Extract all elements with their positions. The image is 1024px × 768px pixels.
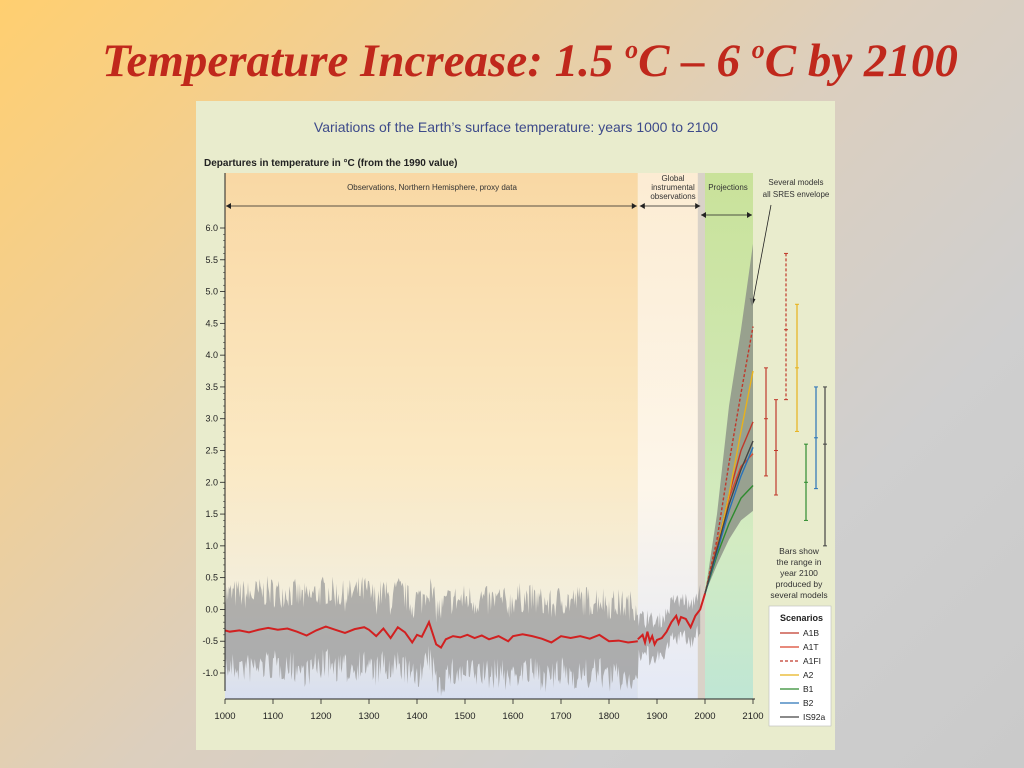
instrumental-period-arrow: [639, 203, 701, 209]
range-bar-b2: [814, 386, 818, 490]
title-text-1: Temperature Increase: 1.5: [102, 35, 626, 87]
y-tick-label: 6.0: [205, 223, 218, 233]
y-tick-label: 2.5: [205, 446, 218, 456]
sres-envelope: [705, 243, 753, 594]
range-bar-a1b: [764, 367, 768, 477]
legend-label-a2: A2: [803, 670, 814, 680]
legend-label-b2: B2: [803, 698, 814, 708]
y-tick-label: 0.0: [205, 604, 218, 614]
range-bar-b1: [804, 443, 808, 521]
x-tick-label: 1800: [598, 711, 619, 722]
proxy-period-arrow-head-right: [631, 203, 637, 209]
y-tick-label: 2.0: [205, 477, 218, 487]
slide-title: Temperature Increase: 1.5 oC – 6 oC by 2…: [0, 34, 1024, 88]
y-tick-label: 1.5: [205, 509, 218, 519]
proxy-smoothed-line: [224, 619, 638, 649]
proxy-period-arrow: [226, 203, 637, 209]
instrumental-line: [637, 593, 706, 648]
period-label-instrumental: Global instrumental observations: [650, 174, 695, 201]
bars-annotation: Bars show the range in year 2100 produced b…: [770, 546, 827, 600]
x-tick-label: 1700: [550, 711, 571, 722]
range-bar-a1t: [774, 399, 778, 496]
y-tick-label: 5.5: [205, 255, 218, 265]
chart-panel: Variations of the Earth’s surface temper…: [196, 101, 835, 750]
envelope-annotation: Several models all SRES envelope: [763, 178, 830, 199]
chart-title: Variations of the Earth’s surface temper…: [314, 119, 718, 135]
x-tick-label: 1900: [646, 711, 667, 722]
x-tick-label: 1200: [310, 711, 331, 722]
y-axis-label: Departures in temperature in °C (from th…: [204, 158, 458, 169]
x-tick-label: 2000: [694, 711, 715, 722]
y-tick-label: 3.5: [205, 382, 218, 392]
y-tick-label: 4.5: [205, 318, 218, 328]
title-text-2: C – 6: [638, 35, 752, 87]
projection-period-arrow-head-left: [701, 212, 706, 218]
envelope-pointer-line: [752, 204, 772, 302]
x-tick-label: 1300: [358, 711, 379, 722]
y-tick-label: -1.0: [202, 668, 218, 678]
period-label-proxy-text: Observations, Northern Hemisphere, proxy…: [347, 183, 517, 192]
legend-label-a1fi: A1FI: [803, 656, 821, 666]
legend-box: [768, 605, 832, 727]
x-tick-label: 1100: [263, 711, 283, 722]
instrumental-period-arrow-head-left: [639, 203, 645, 209]
legend-label-b1: B1: [803, 684, 814, 694]
range-bar-a1fi: [784, 252, 788, 401]
y-tick-label: 1.0: [205, 541, 218, 551]
legend-label-is92a: IS92a: [803, 712, 825, 722]
x-tick-label: 2100: [742, 711, 763, 722]
projection-period-arrow-head-right: [747, 212, 752, 218]
series-line-is92a: [704, 440, 754, 594]
legend-label-a1t: A1T: [803, 642, 819, 652]
period-label-proxy: Observations, Northern Hemisphere, proxy…: [347, 183, 517, 192]
proxy-period-arrow-head-left: [226, 203, 231, 209]
series-line-a1fi: [704, 326, 754, 594]
range-bar-a2: [795, 303, 799, 432]
projection-period-arrow: [701, 212, 752, 218]
instrumental-period-arrow-head-right: [695, 203, 701, 209]
period-label-projections: Projections: [708, 183, 748, 192]
x-tick-label: 1400: [406, 711, 427, 722]
legend-title: Scenarios: [780, 613, 823, 623]
x-tick-label: 1000: [214, 711, 235, 722]
legend-label-a1b: A1B: [803, 628, 819, 638]
y-tick-label: 0.5: [205, 573, 218, 583]
y-tick-label: 5.0: [205, 287, 218, 297]
overlap-band: [697, 173, 705, 699]
y-tick-label: 4.0: [205, 350, 218, 360]
x-tick-label: 1500: [454, 711, 475, 722]
x-tick-label: 1600: [502, 711, 523, 722]
y-tick-label: -0.5: [202, 636, 218, 646]
range-bar-is92a: [823, 386, 827, 547]
title-text-3: C by 2100: [764, 35, 958, 87]
degree-sup-1: o: [625, 35, 639, 64]
y-tick-label: 3.0: [205, 414, 218, 424]
temperature-chart: Variations of the Earth’s surface temper…: [202, 119, 832, 727]
degree-sup-2: o: [751, 35, 765, 64]
